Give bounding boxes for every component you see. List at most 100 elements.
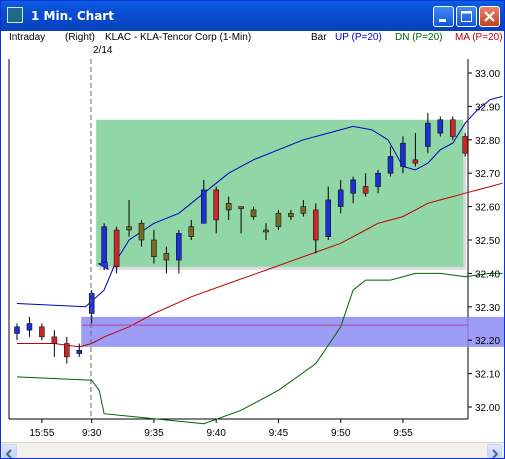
x-tick-label: 9:50 [331,428,351,439]
candle-body [437,119,444,134]
up-band-label: UP (P=20) [335,32,382,43]
candle-body [163,253,170,261]
candle [250,206,257,220]
y-tick-label: 32.50 [475,236,500,247]
candle [163,246,170,274]
dn-band-label: DN (P=20) [395,32,443,43]
candle-body [113,229,120,267]
dn-band-line [16,272,503,425]
candle-body [101,226,107,264]
candle [225,196,232,220]
x-tick-label: 9:35 [144,428,164,439]
y-tick-label: 32.60 [475,203,500,214]
candle [337,179,344,214]
y-tick-label: 32.30 [475,303,500,314]
minimize-button[interactable] [433,6,454,27]
candle [412,133,419,167]
close-icon [484,11,495,22]
candle-body [151,239,157,257]
candle-body [362,186,369,194]
y-tick-label: 33.00 [475,69,500,80]
scroll-left-button[interactable] [2,444,17,458]
series-layer [16,95,503,425]
candle [437,116,444,137]
candle-body [201,189,207,224]
candle-body [300,206,307,214]
candle [151,229,157,264]
y-tick-label: 32.00 [475,403,500,414]
scroll-right-button[interactable] [487,444,502,458]
candle [325,186,331,240]
zones-layer [81,119,504,347]
interval-label: Intraday [9,32,46,43]
candle [39,323,45,341]
y-tick-label: 32.80 [475,136,500,147]
x-tick-label: 9:40 [206,428,226,439]
candle-body [425,122,431,147]
candle-body [126,226,132,231]
date-marker: 2/14 [93,45,113,56]
candle-body [450,119,456,137]
candle [51,330,58,357]
close-button[interactable] [479,6,500,27]
candle-body [375,172,381,187]
x-tick-label: 9:55 [393,428,413,439]
candle-body [387,156,394,174]
minimize-icon [439,19,446,22]
candle [176,229,182,274]
candle-body [263,229,269,233]
candle-body [51,336,58,344]
ma-label: MA (P=20) [455,32,503,43]
candle-body [176,233,182,261]
candle-body [250,209,257,217]
horizontal-scrollbar[interactable] [1,442,504,458]
candle-body [64,343,70,358]
candle [350,176,356,204]
candle [26,316,33,337]
scroll-right-icon [492,449,499,458]
x-tick-label: 9:30 [82,428,102,439]
marker-layer [97,261,109,271]
candle [76,343,82,357]
candle-body [337,189,344,207]
maximize-button[interactable] [456,6,477,27]
candle [64,336,70,364]
candles-layer [14,113,468,364]
candle [387,146,394,177]
candle [300,199,307,217]
candle [462,133,468,157]
candle-body [288,213,294,217]
symbol-description: KLAC - KLA-Tencor Corp (1-Min) [105,32,252,43]
candle-body [325,199,331,237]
app-icon [7,7,23,23]
candle [450,116,456,140]
candle [201,179,207,224]
candle [288,209,294,220]
candle [275,209,282,230]
y-tick-label: 32.70 [475,169,500,180]
x-axis-ticks: 15:55 9:30 9:35 9:40 9:45 9:50 9:55 [29,419,413,439]
candle [126,199,132,237]
scale-side-label: (Right) [65,32,96,43]
y-tick-label: 32.10 [475,370,500,381]
candle [362,173,369,197]
candle-body [14,326,20,334]
candle-body [88,293,95,314]
candle-body [350,179,356,194]
candle-body [39,326,45,338]
x-tick-label: 15:55 [29,428,54,439]
candle [14,323,20,341]
candle [425,113,431,154]
candle [313,203,319,254]
candle-body [400,142,406,167]
scroll-left-icon [5,449,12,458]
entry-marker [97,261,109,271]
candle-body [76,349,82,354]
price-chart[interactable]: 2/14 33.00 32.90 32.80 32.70 32.60 32.50 32.40… [1,1,504,442]
y-tick-label: 32.20 [475,336,500,347]
y-tick-label: 32.90 [475,102,500,113]
blue-zone [81,316,504,347]
maximize-icon [461,11,472,22]
title-bar[interactable]: 1 Min. Chart [1,1,504,31]
